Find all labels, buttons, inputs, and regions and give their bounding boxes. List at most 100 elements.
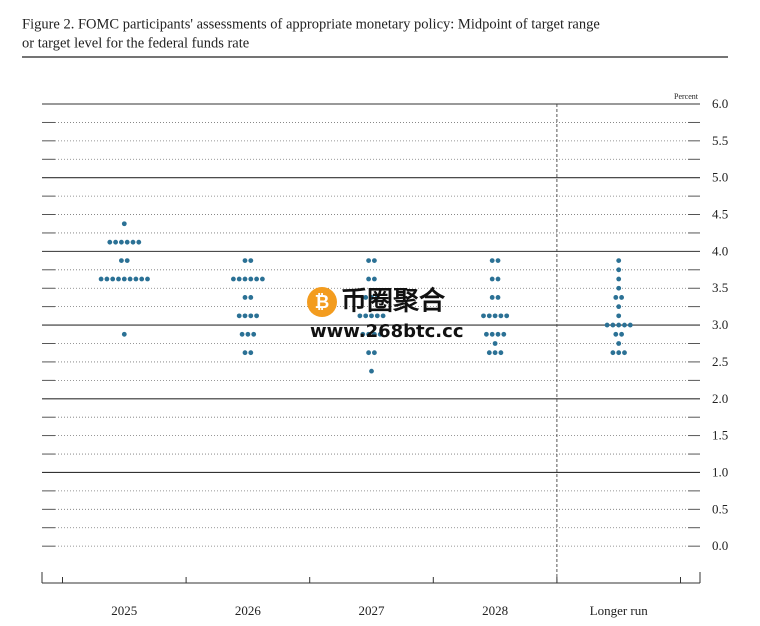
y-tick-label: 6.0 (712, 96, 728, 111)
dot (360, 331, 366, 337)
dot (619, 295, 624, 300)
dot (119, 258, 124, 263)
dot (245, 331, 251, 337)
dot (231, 276, 236, 282)
dot (492, 313, 498, 319)
dot (372, 258, 377, 263)
dot (377, 331, 383, 337)
y-tick-label: 0.0 (712, 538, 728, 553)
dot (495, 258, 501, 263)
chart-title: Figure 2. FOMC participants' assessments… (22, 16, 600, 32)
dot (136, 239, 142, 245)
y-tick-label: 2.5 (712, 354, 728, 369)
dot (236, 276, 242, 282)
dot (121, 221, 127, 227)
y-tick-label: 4.5 (712, 207, 728, 222)
dot (124, 239, 130, 245)
dot (372, 331, 377, 337)
dot (374, 313, 380, 319)
dot (248, 276, 254, 282)
dot (260, 276, 265, 282)
y-tick-label: 5.0 (712, 170, 728, 185)
dot (504, 313, 510, 319)
dot (498, 313, 504, 319)
dot (369, 313, 374, 319)
y-tick-label: 3.0 (712, 317, 728, 332)
dot (121, 276, 127, 282)
dot (145, 276, 150, 282)
x-tick-label: 2025 (111, 603, 137, 618)
dot (369, 368, 374, 374)
dot (486, 313, 492, 319)
unit-label: Percent (674, 92, 699, 101)
y-tick-label: 1.0 (712, 464, 728, 479)
dot (127, 276, 133, 282)
x-tick-label: 2027 (359, 603, 386, 618)
dot (121, 331, 127, 337)
dot (372, 276, 377, 282)
dot (495, 276, 501, 282)
dot (492, 350, 498, 356)
y-tick-label: 2.0 (712, 391, 728, 406)
dot (133, 276, 139, 282)
dot (613, 295, 619, 300)
dot (236, 313, 242, 319)
dot (489, 258, 495, 263)
dot (248, 258, 254, 263)
dot (104, 276, 110, 282)
y-tick-label: 4.0 (712, 243, 728, 258)
dot (248, 313, 254, 319)
dot (242, 258, 248, 263)
dot (139, 276, 145, 282)
dot (616, 341, 622, 346)
dot (616, 313, 622, 319)
dot (116, 276, 121, 282)
dot (627, 322, 633, 328)
dot (248, 295, 254, 300)
dot (369, 295, 374, 300)
dot (622, 322, 627, 328)
dot (619, 331, 624, 337)
dot (498, 350, 504, 356)
dot (616, 276, 622, 282)
dot (495, 331, 501, 337)
dot (254, 276, 259, 282)
dot (254, 313, 259, 319)
x-tick-label: Longer run (590, 603, 649, 618)
dot (119, 239, 124, 245)
dot (110, 276, 116, 282)
watermark-icon-glyph: ₿ (315, 292, 330, 313)
dot (495, 295, 501, 300)
dot (622, 350, 627, 356)
dot (481, 313, 486, 319)
dot (616, 258, 622, 263)
dot (239, 331, 245, 337)
dot (489, 331, 495, 337)
watermark-name: 币圈聚合 (341, 286, 446, 317)
dot (604, 322, 610, 328)
dot (372, 350, 377, 356)
dot (610, 322, 616, 328)
dot (486, 350, 492, 356)
dot (357, 313, 363, 319)
dot (363, 295, 369, 300)
dot (616, 267, 622, 273)
dot (489, 276, 495, 282)
dot (248, 350, 254, 356)
dot (616, 285, 622, 291)
x-tick-label: 2026 (235, 603, 262, 618)
dot (616, 350, 622, 356)
dot (492, 341, 498, 346)
dot (130, 239, 136, 245)
dot (98, 276, 104, 282)
dot (251, 331, 257, 337)
dot (113, 239, 118, 245)
dot (366, 350, 371, 356)
dot (613, 331, 619, 337)
dot (242, 295, 248, 300)
dot (366, 258, 371, 263)
watermark-icon (307, 287, 337, 317)
dot (242, 313, 248, 319)
dot (501, 331, 507, 337)
